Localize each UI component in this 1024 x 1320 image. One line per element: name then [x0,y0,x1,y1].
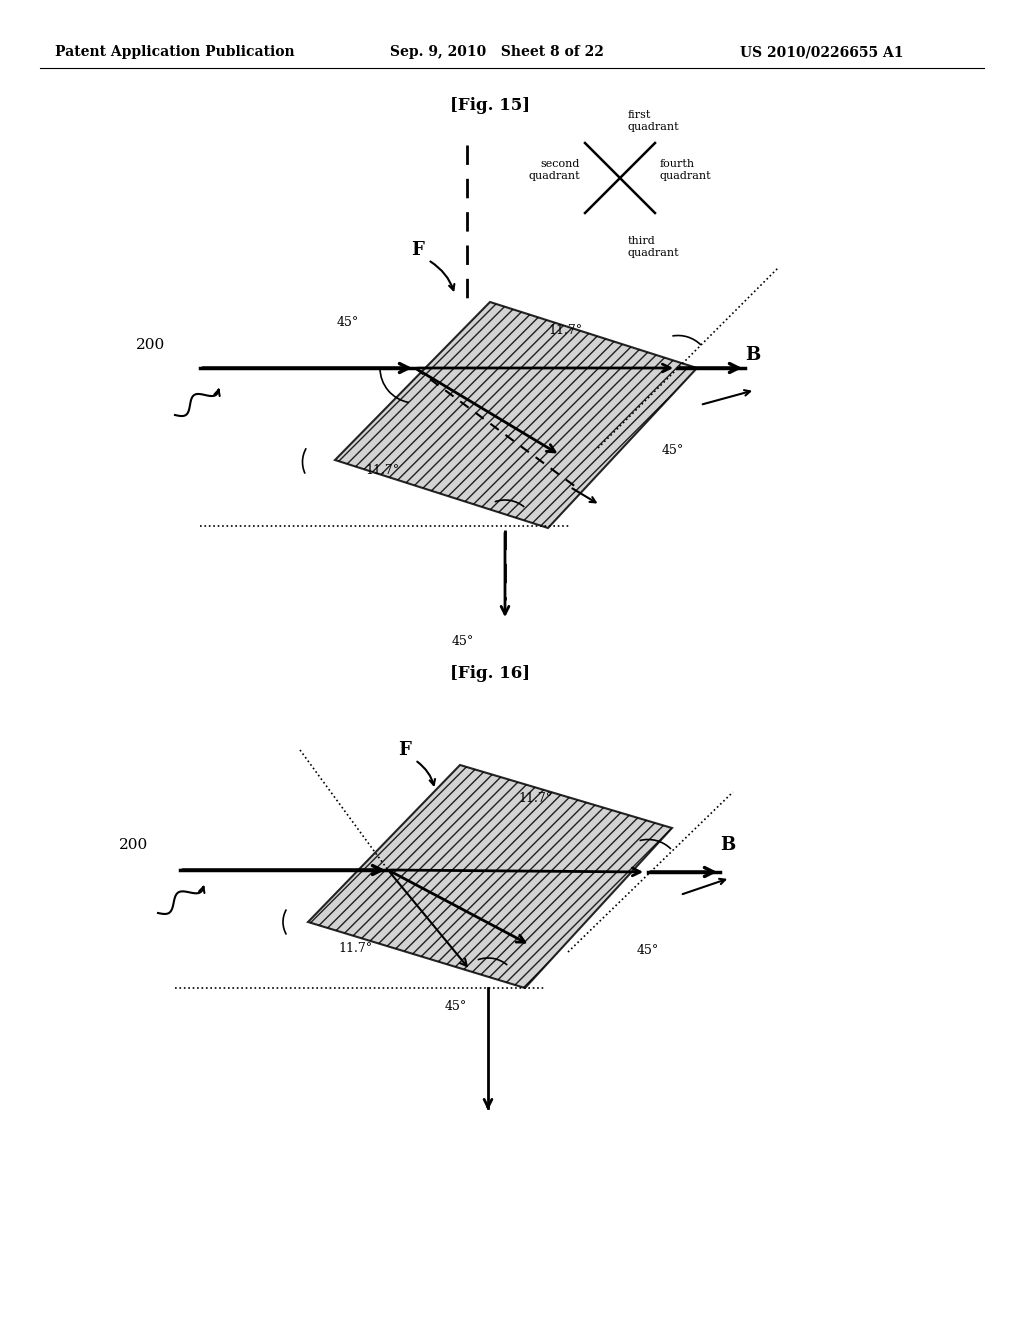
Text: 45°: 45° [445,1001,467,1012]
Text: [Fig. 16]: [Fig. 16] [450,665,530,682]
Polygon shape [308,766,672,987]
Text: US 2010/0226655 A1: US 2010/0226655 A1 [740,45,903,59]
Text: Sep. 9, 2010   Sheet 8 of 22: Sep. 9, 2010 Sheet 8 of 22 [390,45,604,59]
Text: 11.7°: 11.7° [338,941,372,954]
Text: second
quadrant: second quadrant [528,160,580,181]
Text: 200: 200 [136,338,165,352]
Text: fourth
quadrant: fourth quadrant [660,160,712,181]
Text: 11.7°: 11.7° [518,792,552,804]
Text: B: B [720,836,735,854]
Text: [Fig. 15]: [Fig. 15] [450,96,530,114]
Text: 200: 200 [119,838,148,851]
Text: B: B [745,346,760,364]
Text: third
quadrant: third quadrant [628,236,680,257]
Text: 11.7°: 11.7° [365,463,399,477]
Text: 45°: 45° [452,635,474,648]
Text: F: F [398,741,412,759]
Text: 45°: 45° [637,944,659,957]
Text: F: F [412,242,424,259]
Polygon shape [335,302,697,528]
Text: 45°: 45° [337,315,359,329]
Text: 45°: 45° [662,444,684,457]
Text: first
quadrant: first quadrant [628,110,680,132]
Text: Patent Application Publication: Patent Application Publication [55,45,295,59]
Text: 11.7°: 11.7° [548,323,582,337]
